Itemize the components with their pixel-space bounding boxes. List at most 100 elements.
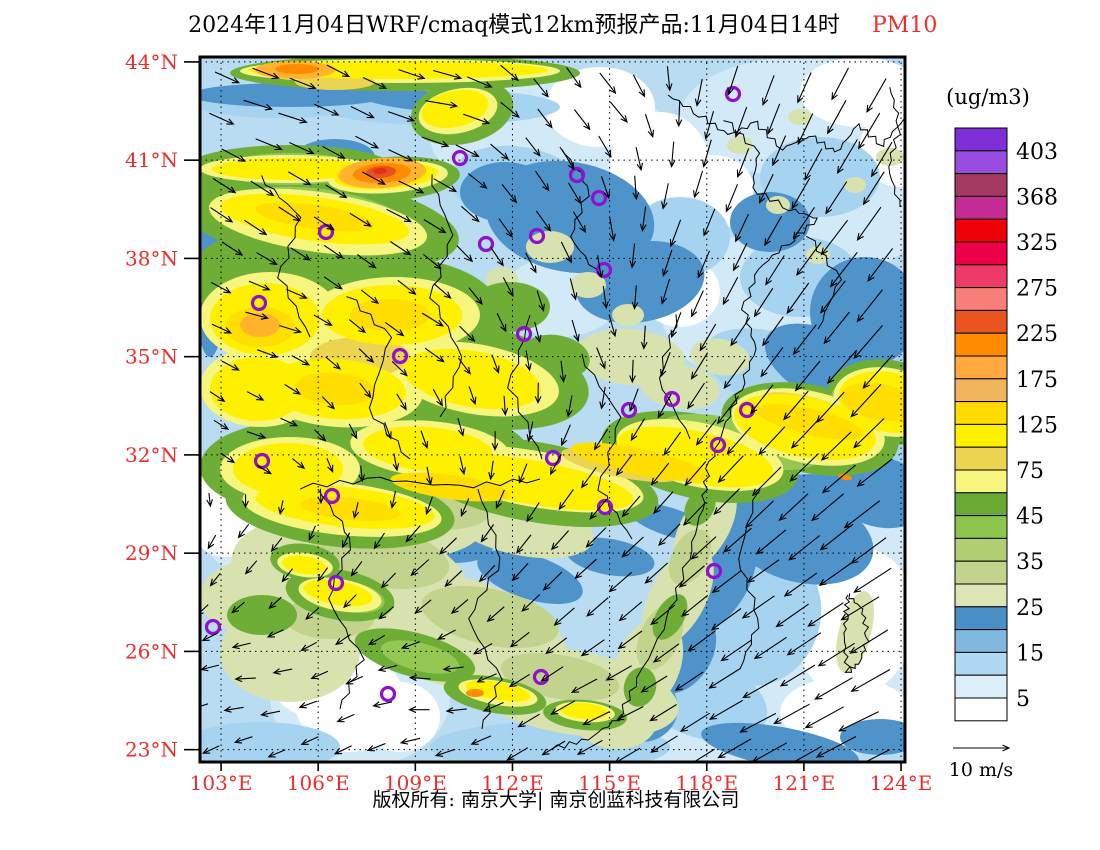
colorbar-tick-label: 368: [1016, 185, 1058, 210]
wind-arrow: [360, 289, 380, 305]
colorbar-tick-label: 403: [1016, 140, 1058, 165]
wind-arrow: [662, 249, 673, 277]
wind-arrow: [640, 675, 668, 693]
wind-arrow: [674, 671, 704, 691]
wind-arrow: [525, 137, 541, 157]
wind-arrow: [348, 319, 367, 334]
wind-arrow: [334, 633, 351, 646]
wind-arrow: [391, 361, 408, 377]
colorbar-tick-label: 75: [1016, 459, 1044, 484]
wind-arrow: [788, 535, 821, 561]
colorbar-segment: [954, 173, 1008, 197]
wind-arrow: [278, 206, 302, 222]
wind-arrow: [542, 571, 563, 591]
wind-arrow: [605, 665, 632, 681]
field-white-low: [360, 682, 440, 752]
wind-arrow: [434, 748, 456, 757]
colorbar-segment: [954, 241, 1008, 266]
wind-arrow: [488, 460, 495, 481]
wind-scale-arrow: [953, 744, 1011, 752]
colorbar-segment: [954, 332, 1008, 357]
wind-arrow: [350, 106, 375, 119]
field-gold: [300, 496, 400, 522]
wind-arrow: [480, 524, 495, 543]
wind-arrow: [568, 182, 582, 205]
map-field: [200, 57, 905, 762]
wind-arrow: [580, 466, 597, 489]
wind-arrow: [792, 206, 815, 240]
wind-arrow: [688, 748, 715, 762]
station-marker: [595, 261, 613, 279]
wind-arrow: [753, 636, 787, 660]
wind-arrow: [388, 149, 414, 162]
wind-arrow: [389, 241, 412, 256]
field-yellow: [210, 357, 306, 421]
colorbar-segment: [954, 150, 1008, 175]
wind-arrow: [792, 324, 817, 356]
colorbar-segment: [954, 195, 1008, 220]
wind-arrow: [742, 677, 778, 699]
wind-arrow: [811, 493, 844, 522]
wind-arrow: [650, 735, 678, 753]
wind-arrow: [358, 348, 375, 364]
wind-arrow: [856, 458, 893, 487]
wind-arrow: [425, 496, 433, 516]
wind-arrow: [425, 100, 459, 109]
colorbar-segment: [954, 469, 1008, 494]
wind-arrow: [870, 141, 893, 178]
wind-arrow: [210, 207, 234, 223]
wind-arrow: [596, 255, 604, 279]
field-gold: [350, 299, 430, 331]
province-boundary: [888, 86, 902, 208]
wind-arrow: [478, 564, 496, 583]
wind-arrow: [541, 740, 566, 756]
wind-arrow: [325, 356, 342, 370]
wind-arrow: [270, 537, 283, 553]
wind-arrow: [726, 426, 752, 455]
wind-arrow: [695, 419, 717, 446]
wind-arrow: [853, 567, 892, 593]
wind-arrow: [349, 212, 372, 227]
province-boundary: [805, 235, 843, 330]
wind-arrow: [687, 382, 705, 410]
wind-arrow: [209, 391, 226, 402]
field-amber: [240, 313, 280, 337]
wind-arrow: [694, 78, 703, 107]
field-yellow: [212, 158, 368, 180]
longitude-axis: 103°E 106°E 109°E 112°E 115°E 118°E 121°E 124°E: [190, 762, 932, 795]
wind-arrow: [384, 422, 392, 440]
wind-arrow: [840, 596, 880, 621]
wind-arrow: [661, 183, 669, 210]
wind-arrow: [862, 171, 885, 206]
province-boundary: [261, 175, 311, 338]
wind-arrow: [267, 749, 286, 758]
wind-arrow: [759, 173, 774, 204]
wind-arrow: [734, 106, 748, 138]
wind-arrow: [468, 386, 477, 406]
wind-arrow: [433, 69, 463, 80]
wind-arrow: [710, 608, 742, 631]
province-boundary: [842, 593, 870, 673]
colorbar: 403 368 325 275 225 175 125 75 45 35 25 15 5: [954, 127, 1058, 722]
wind-arrow: [739, 712, 777, 733]
colorbar-tick-label: 325: [1016, 231, 1058, 256]
field-orange: [466, 689, 484, 697]
wind-arrow: [420, 430, 429, 450]
wind-arrow: [498, 218, 513, 238]
wind-arrow: [231, 642, 251, 650]
wind-arrow: [325, 184, 348, 199]
province-boundary: [346, 296, 411, 460]
field-pale-green: [612, 304, 644, 326]
wind-arrow: [356, 254, 377, 269]
wind-arrow: [713, 488, 740, 515]
wind-arrow: [518, 463, 528, 484]
wind-arrow: [571, 319, 580, 343]
wind-arrow: [699, 323, 717, 352]
station-marker: [709, 436, 727, 454]
wind-arrow: [565, 395, 573, 418]
field-green: [623, 667, 657, 707]
wind-arrow: [457, 417, 465, 437]
wind-arrow: [200, 703, 209, 707]
field-pale-green: [690, 338, 750, 376]
